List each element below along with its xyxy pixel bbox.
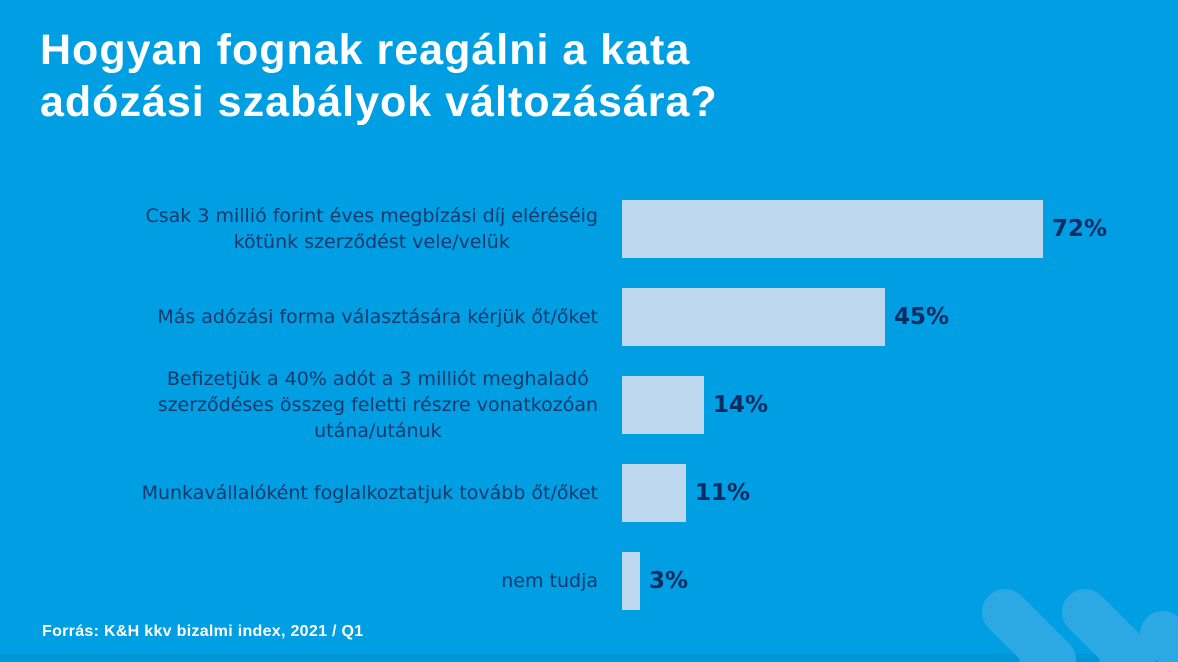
bar <box>622 200 1043 258</box>
bar-row: Befizetjük a 40% adót a 3 milliót meghal… <box>0 368 1178 442</box>
bar-track: 14% <box>622 376 768 434</box>
slide-title: Hogyan fognak reagálni a kata adózási sz… <box>40 26 718 126</box>
value-label: 3% <box>649 568 689 594</box>
bar-row: Más adózási forma választására kérjük őt… <box>0 288 1178 346</box>
value-label: 72% <box>1052 216 1108 242</box>
bar <box>622 464 686 522</box>
category-label-wrap: Befizetjük a 40% adót a 3 milliót meghal… <box>40 368 598 442</box>
bar-track: 72% <box>622 200 1107 258</box>
bar-track: 11% <box>622 464 750 522</box>
bar-row: nem tudja 3% <box>0 552 1178 610</box>
category-label: Más adózási forma választására kérjük őt… <box>157 306 598 328</box>
bar <box>622 376 704 434</box>
category-label: nem tudja <box>501 570 598 592</box>
bar-row: Munkavállalóként foglalkoztatjuk tovább … <box>0 464 1178 522</box>
value-label: 11% <box>695 480 751 506</box>
bar <box>622 288 885 346</box>
bar-track: 45% <box>622 288 949 346</box>
category-label: Csak 3 millió forint éves megbízási díj … <box>145 205 598 253</box>
category-label-wrap: Csak 3 millió forint éves megbízási díj … <box>40 200 598 258</box>
category-label: Munkavállalóként foglalkoztatjuk tovább … <box>141 482 598 504</box>
bar-row: Csak 3 millió forint éves megbízási díj … <box>0 200 1178 258</box>
value-label: 14% <box>713 392 769 418</box>
category-label-wrap: nem tudja <box>40 552 598 610</box>
bar-track: 3% <box>622 552 688 610</box>
category-label: Befizetjük a 40% adót a 3 milliót meghal… <box>157 368 598 442</box>
bottom-strip <box>0 654 1178 662</box>
value-label: 45% <box>894 304 950 330</box>
source-caption: Forrás: K&H kkv bizalmi index, 2021 / Q1 <box>42 623 364 640</box>
category-label-wrap: Munkavállalóként foglalkoztatjuk tovább … <box>40 464 598 522</box>
category-label-wrap: Más adózási forma választására kérjük őt… <box>40 288 598 346</box>
bar <box>622 552 640 610</box>
